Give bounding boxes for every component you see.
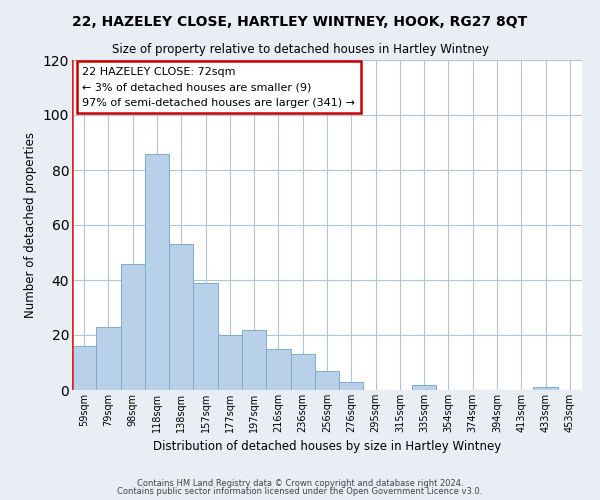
Bar [72, 346, 96, 390]
Text: 22 HAZELEY CLOSE: 72sqm
← 3% of detached houses are smaller (9)
97% of semi-deta: 22 HAZELEY CLOSE: 72sqm ← 3% of detached… [82, 66, 355, 108]
Bar [266, 349, 290, 390]
Text: 22, HAZELEY CLOSE, HARTLEY WINTNEY, HOOK, RG27 8QT: 22, HAZELEY CLOSE, HARTLEY WINTNEY, HOOK… [73, 15, 527, 29]
Bar [193, 283, 218, 390]
Bar [218, 335, 242, 390]
Y-axis label: Number of detached properties: Number of detached properties [24, 132, 37, 318]
X-axis label: Distribution of detached houses by size in Hartley Wintney: Distribution of detached houses by size … [153, 440, 501, 454]
Bar [533, 387, 558, 390]
Bar [315, 371, 339, 390]
Bar [290, 354, 315, 390]
Text: Contains HM Land Registry data © Crown copyright and database right 2024.: Contains HM Land Registry data © Crown c… [137, 478, 463, 488]
Bar [96, 327, 121, 390]
Text: Contains public sector information licensed under the Open Government Licence v3: Contains public sector information licen… [118, 487, 482, 496]
Bar [339, 382, 364, 390]
Bar [412, 384, 436, 390]
Bar [145, 154, 169, 390]
Bar [169, 244, 193, 390]
Text: Size of property relative to detached houses in Hartley Wintney: Size of property relative to detached ho… [112, 42, 488, 56]
Bar [121, 264, 145, 390]
Bar [242, 330, 266, 390]
